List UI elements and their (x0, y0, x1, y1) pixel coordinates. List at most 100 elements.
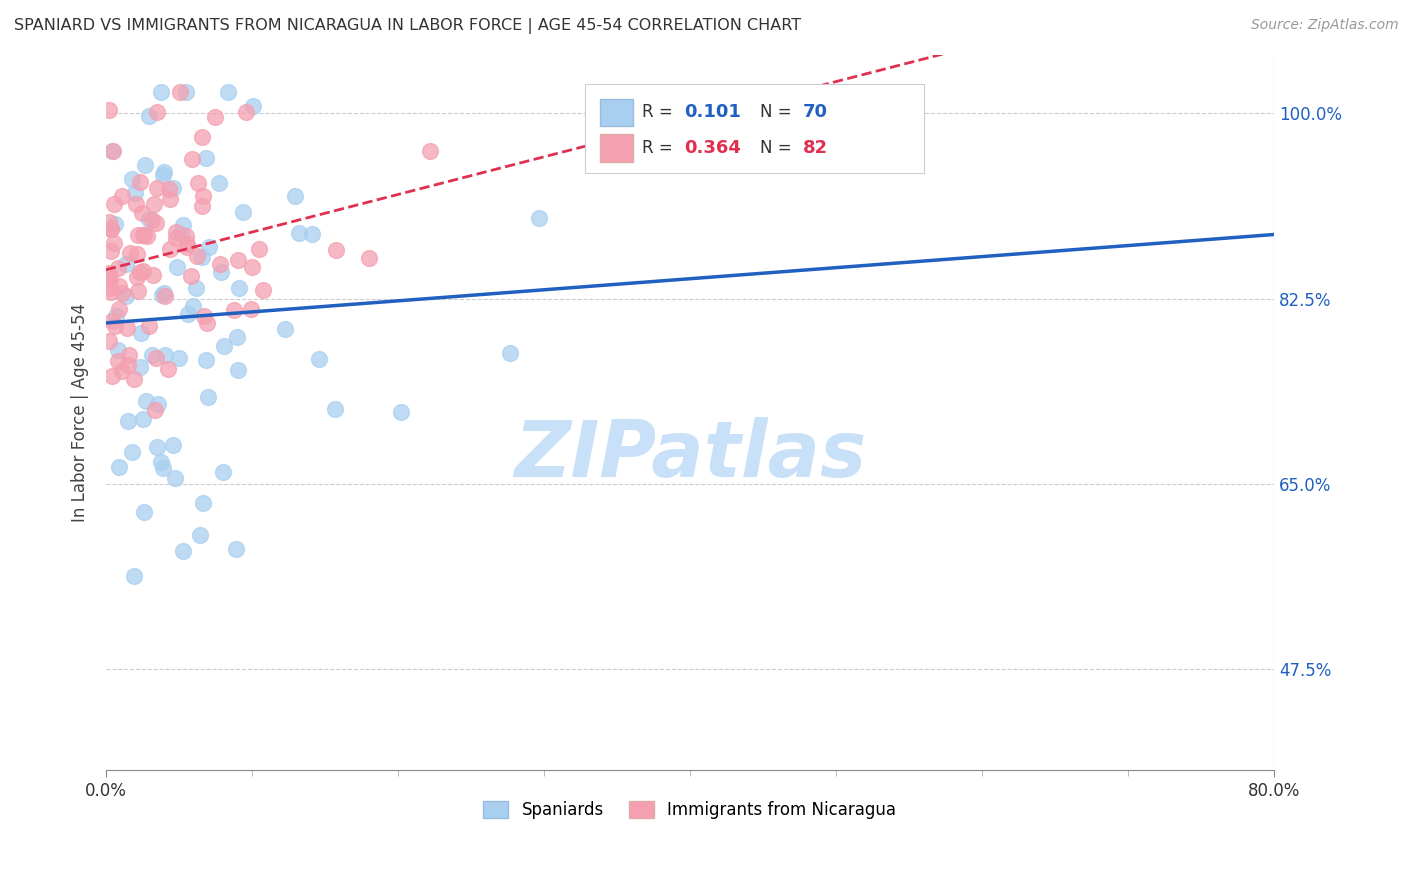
Bar (600, 99, 633, 126)
Point (138, 212, 160, 227)
Text: 0.101: 0.101 (685, 103, 741, 121)
Point (325, 243, 347, 257)
Point (104, 310, 127, 324)
Point (117, 359, 139, 373)
Text: R =: R = (643, 139, 678, 157)
Point (153, 348, 176, 362)
Point (103, 197, 125, 211)
Point (228, 281, 250, 295)
Point (108, 279, 131, 293)
Point (111, 286, 134, 301)
Point (167, 351, 190, 366)
Point (152, 285, 174, 300)
Point (359, 251, 381, 265)
Point (174, 228, 197, 243)
Point (135, 229, 157, 244)
Point (117, 348, 139, 362)
Point (195, 151, 218, 165)
Point (138, 318, 160, 333)
Point (172, 544, 194, 558)
Point (197, 240, 219, 254)
Point (100, 369, 122, 384)
Point (97, 281, 120, 295)
Point (143, 197, 166, 211)
Point (108, 459, 131, 474)
Point (499, 346, 522, 360)
Point (107, 343, 129, 357)
Point (134, 227, 156, 242)
Point (128, 265, 150, 279)
Point (131, 205, 153, 219)
Point (124, 186, 146, 200)
Point (184, 281, 207, 295)
Point (132, 264, 155, 278)
Point (186, 249, 208, 263)
Point (103, 235, 125, 250)
Point (157, 181, 180, 195)
Point (115, 321, 138, 335)
Point (240, 260, 263, 274)
Point (274, 322, 297, 336)
Point (225, 541, 247, 556)
Point (141, 348, 163, 362)
Point (97, 215, 120, 229)
Point (232, 205, 254, 219)
Point (156, 362, 179, 376)
Point (177, 307, 200, 321)
Point (225, 330, 247, 344)
Point (188, 527, 211, 541)
Point (165, 225, 187, 239)
Point (100, 244, 122, 259)
Point (176, 85, 198, 99)
Point (226, 363, 249, 377)
Point (134, 505, 156, 519)
Point (108, 301, 131, 316)
Point (179, 269, 201, 284)
Point (121, 171, 143, 186)
Point (121, 445, 143, 459)
Point (159, 242, 181, 256)
Point (194, 353, 217, 368)
Point (153, 289, 176, 303)
Point (132, 227, 155, 242)
Point (209, 256, 232, 270)
Point (288, 227, 311, 241)
Point (301, 227, 323, 242)
Point (104, 218, 127, 232)
Point (150, 288, 173, 302)
Point (132, 412, 155, 426)
Point (97, 103, 120, 117)
Point (181, 299, 204, 313)
Point (129, 360, 152, 375)
Point (193, 188, 215, 202)
Point (127, 247, 149, 261)
Point (193, 309, 215, 323)
Point (191, 130, 214, 145)
Point (138, 109, 160, 123)
Point (122, 372, 145, 386)
Point (152, 169, 174, 183)
Point (191, 496, 214, 510)
Point (169, 85, 191, 99)
Point (98, 272, 121, 286)
Text: N =: N = (761, 103, 797, 121)
Point (128, 175, 150, 189)
Point (152, 461, 174, 475)
Point (114, 289, 136, 303)
Point (146, 104, 169, 119)
Point (242, 99, 264, 113)
Point (323, 402, 346, 417)
Text: ZIPatlas: ZIPatlas (513, 417, 866, 493)
Point (103, 145, 125, 159)
Point (97, 334, 120, 348)
Point (146, 397, 169, 411)
Point (100, 285, 122, 299)
Point (222, 302, 245, 317)
Point (162, 437, 184, 451)
Point (141, 212, 163, 227)
Point (172, 219, 194, 233)
Bar (600, 135, 633, 161)
Point (146, 440, 169, 454)
Point (125, 197, 148, 211)
Point (527, 211, 550, 225)
